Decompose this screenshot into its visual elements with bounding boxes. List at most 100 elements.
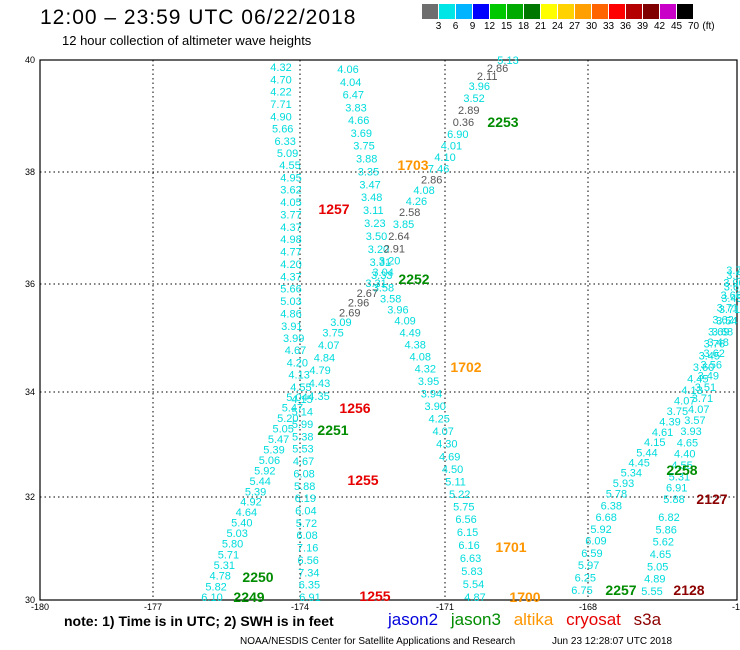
- wave-height-label: 4.67: [293, 456, 314, 468]
- wave-height-label: 5.13: [497, 55, 518, 67]
- wave-height-label: 4.87: [464, 592, 485, 604]
- pass-time-label: 2249: [233, 589, 264, 605]
- wave-height-label: 3.45: [699, 350, 720, 362]
- satellite-key: jason2 jason3 altika cryosat s3a: [388, 610, 669, 630]
- wave-height-label: 5.11: [445, 477, 466, 489]
- wave-height-label: 3.57: [684, 415, 705, 427]
- wave-height-label: 3.35: [358, 166, 379, 178]
- wave-height-label: 4.04: [340, 77, 361, 89]
- legend-label: 30: [585, 21, 598, 32]
- wave-height-label: 6.56: [455, 514, 476, 526]
- wave-height-label: 5.88: [663, 494, 684, 506]
- wave-height-label: 7.46: [428, 163, 449, 175]
- wave-height-label: 3.62: [280, 185, 301, 197]
- pass-time-label: 1703: [397, 157, 428, 173]
- wave-height-label: 2.58: [399, 207, 420, 219]
- wave-height-label: 4.07: [688, 404, 709, 416]
- map-subtitle: 12 hour collection of altimeter wave hei…: [62, 33, 312, 48]
- wave-height-label: 4.38: [404, 339, 425, 351]
- wave-height-label: 6.90: [447, 129, 468, 141]
- wave-height-label: 6.15: [457, 527, 478, 539]
- wave-height-label: 3.54: [716, 315, 737, 327]
- wave-height-label: 2.64: [388, 231, 409, 243]
- wave-height-label: 6.91: [299, 592, 320, 604]
- footer-source: NOAA/NESDIS Center for Satellite Applica…: [240, 636, 516, 647]
- wave-height-label: 3.93: [680, 426, 701, 438]
- wave-height-label: 3.95: [418, 376, 439, 388]
- wave-height-label: 4.92: [240, 497, 261, 509]
- legend-swatch: [592, 4, 609, 19]
- x-tick-label: -177: [144, 602, 162, 612]
- wave-height-label: 4.01: [441, 140, 462, 152]
- wave-height-label: 6.08: [296, 530, 317, 542]
- legend-label: 39: [636, 21, 649, 32]
- wave-height-label: 2.89: [458, 105, 479, 117]
- wave-height-label: 3.90: [425, 401, 446, 413]
- y-tick-label: 40: [25, 55, 35, 65]
- wave-height-label: 3.85: [393, 219, 414, 231]
- wave-height-label: 6.38: [601, 500, 622, 512]
- wave-height-label: 3.58: [380, 294, 401, 306]
- wave-height-label: 5.05: [272, 423, 293, 435]
- wave-height-label: 4.86: [280, 308, 301, 320]
- legend-swatch: [558, 4, 575, 19]
- wave-height-label: 5.20: [277, 413, 298, 425]
- x-tick-label: -16: [732, 602, 740, 612]
- wave-height-label: 3.71: [717, 302, 738, 314]
- wave-height-label: 4.43: [309, 378, 330, 390]
- legend-swatch: [507, 4, 524, 19]
- wave-height-label: 5.06: [259, 455, 280, 467]
- wave-height-label: 4.98: [280, 234, 301, 246]
- wave-height-label: 5.88: [294, 481, 315, 493]
- wave-height-label: 5.83: [461, 566, 482, 578]
- pass-time-label: 1701: [495, 539, 526, 555]
- footer-timestamp: Jun 23 12:28:07 UTC 2018: [552, 636, 673, 647]
- wave-height-label: 4.07: [432, 426, 453, 438]
- wave-height-label: 3.94: [421, 389, 442, 401]
- wave-height-label: 6.16: [458, 540, 479, 552]
- legend-label: 42: [653, 21, 666, 32]
- wave-height-label: 3.62: [712, 314, 733, 326]
- wave-height-label: 4.20: [287, 357, 308, 369]
- wave-height-label: 3.77: [280, 209, 301, 221]
- wave-height-label: 6.33: [274, 136, 295, 148]
- wave-height-label: 3.99: [283, 333, 304, 345]
- wave-height-label: 7.34: [298, 567, 319, 579]
- wave-height-label: 3.48: [361, 192, 382, 204]
- legend-swatch: [609, 4, 626, 19]
- wave-height-label: 4.89: [644, 574, 665, 586]
- wave-height-label: 4.77: [280, 247, 301, 259]
- wave-height-label: 5.09: [277, 148, 298, 160]
- wave-height-label: 4.13: [681, 385, 702, 397]
- pass-time-label: 2257: [605, 582, 636, 598]
- wave-height-label: 4.67: [285, 345, 306, 357]
- wave-height-label: 4.65: [650, 549, 671, 561]
- wave-height-label: 4.84: [314, 352, 335, 364]
- legend-swatch: [660, 4, 677, 19]
- wave-height-label: 2.96: [348, 298, 369, 310]
- wave-height-label: 4.25: [428, 414, 449, 426]
- wave-height-label: 5.14: [292, 407, 313, 419]
- wave-height-label: 3.20: [379, 256, 400, 268]
- wave-height-label: 4.09: [394, 315, 415, 327]
- wave-height-label: 4.69: [439, 451, 460, 463]
- legend-label: 45: [670, 21, 683, 32]
- wave-height-label: 4.37: [280, 222, 301, 234]
- wave-height-label: 6.09: [585, 536, 606, 548]
- wave-height-label: 5.82: [205, 581, 226, 593]
- wave-height-label: 4.10: [434, 152, 455, 164]
- sat-key-altika: altika: [513, 610, 554, 629]
- wave-height-label: 3.49: [698, 371, 719, 383]
- legend-unit: (ft): [702, 21, 715, 32]
- legend-label: 6: [452, 21, 459, 32]
- wave-height-label: 6.08: [293, 468, 314, 480]
- pass-time-label: 2251: [317, 422, 348, 438]
- wave-height-label: 3.61: [724, 281, 740, 293]
- wave-height-label: 3.68: [712, 326, 733, 338]
- wave-height-label: 5.80: [222, 539, 243, 551]
- legend-label: 33: [602, 21, 615, 32]
- wave-height-label: 6.47: [343, 90, 364, 102]
- y-tick-label: 38: [25, 167, 35, 177]
- wave-height-label: 5.44: [636, 447, 657, 459]
